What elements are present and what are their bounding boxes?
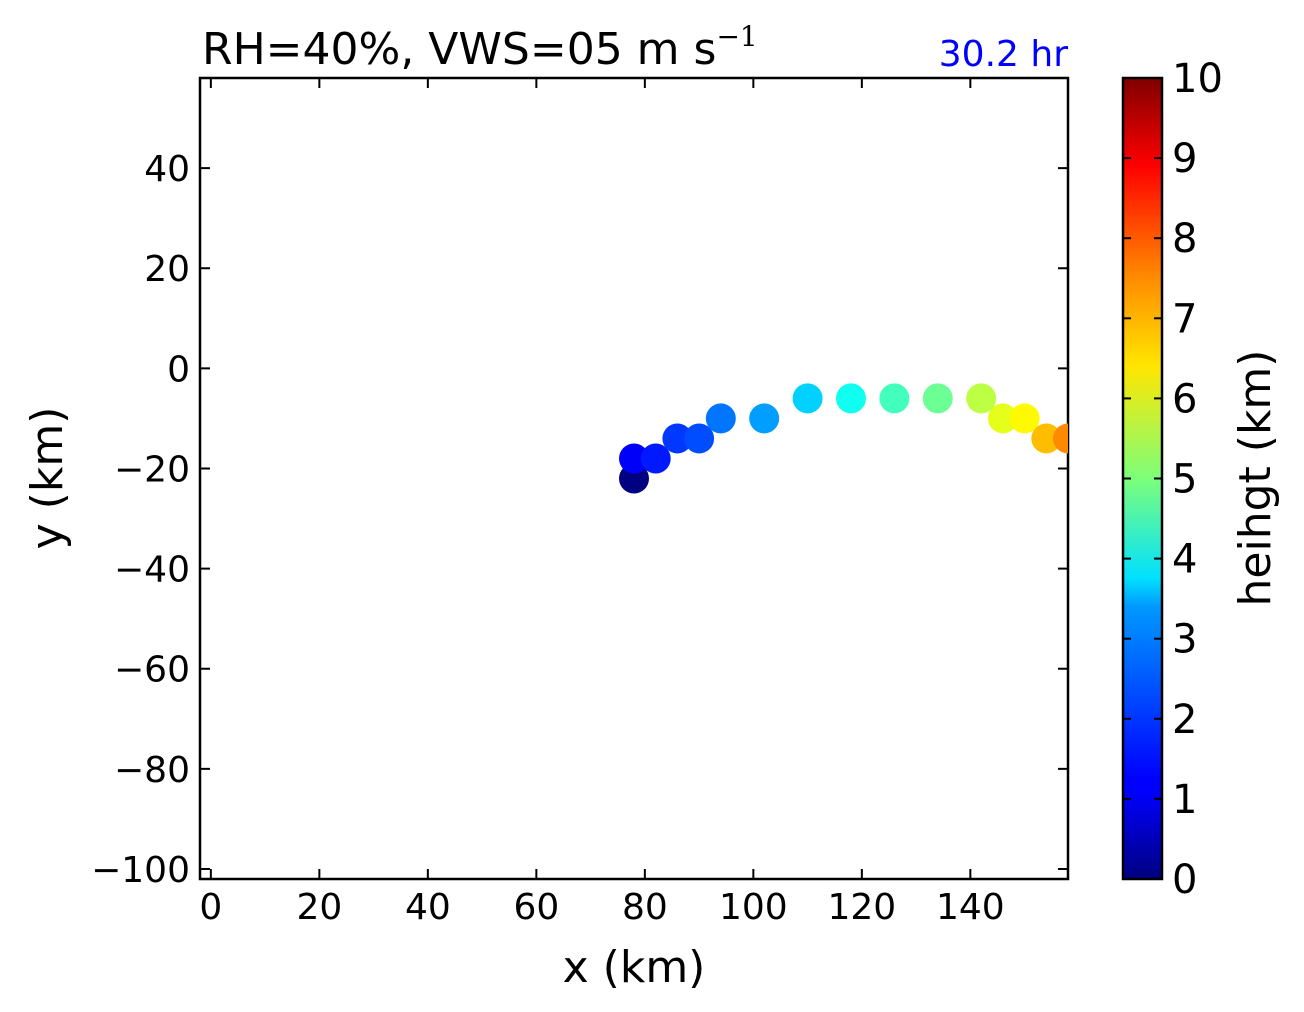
x-ticks: 0 20 40 60 80 100 120 140 [199,78,1005,928]
y-tick-label: −80 [114,750,190,791]
y-tick-label: 0 [167,349,190,390]
trajectory-point [836,383,866,414]
y-tick-label: −60 [114,650,190,691]
x-tick-label: 20 [296,887,342,928]
trajectory-point [987,403,1018,434]
y-tick-label: 40 [144,149,190,190]
x-tick-label: 0 [199,887,222,928]
colorbar-tick-label: 2 [1172,697,1197,743]
plot-area: 0 20 40 60 80 100 120 140 40 20 0 −20 −40 −60 −80 −100 [91,76,1070,928]
time-label: 30.2 hr [939,34,1068,75]
colorbar-tick-label: 0 [1172,857,1197,903]
x-tick-label: 100 [719,887,788,928]
trajectory-point [705,403,736,434]
colorbar-tick-label: 8 [1172,216,1197,262]
trajectory-point [619,443,649,474]
colorbar-tick-label: 10 [1172,56,1223,102]
trajectory-point [1031,423,1062,454]
y-ticks: 40 20 0 −20 −40 −60 −80 −100 [91,149,1068,891]
y-tick-label: 20 [144,249,190,290]
trajectory-point [684,423,715,454]
y-tick-label: −20 [114,449,190,490]
x-tick-label: 60 [513,887,559,928]
colorbar-label: heihgt (km) [1230,350,1281,607]
colorbar-tick-label: 1 [1172,777,1197,823]
colorbar-tick-label: 4 [1172,537,1197,583]
colorbar-tick-label: 7 [1172,296,1197,342]
trajectory-point [792,383,823,414]
y-tick-label: −40 [114,550,190,591]
trajectory-point [749,403,780,434]
colorbar-tick-label: 5 [1172,457,1197,503]
x-axis-label: x (km) [563,942,706,993]
colorbar-tick-label: 6 [1172,376,1197,422]
trajectory-point [922,383,953,414]
scatter-points [619,383,1068,494]
colorbar-tick-label: 3 [1172,617,1197,663]
trajectory-point [640,443,671,474]
trajectory-point [1009,403,1040,434]
colorbar-tick-label: 9 [1172,136,1197,182]
x-tick-label: 80 [622,887,668,928]
y-tick-label: −100 [91,850,190,891]
colorbar: 0 1 2 3 4 5 6 7 8 9 10 heihgt (km) [1121,56,1281,903]
x-tick-label: 120 [827,887,896,928]
trajectory-point [879,383,910,414]
chart-title: RH=40%, VWS=05 m s−1 [202,20,758,75]
x-tick-label: 40 [405,887,451,928]
trajectory-point [662,423,693,454]
y-axis-label: y (km) [22,407,73,550]
trajectory-point [1053,423,1068,454]
x-tick-label: 140 [936,887,1005,928]
colorbar-ticks: 0 1 2 3 4 5 6 7 8 9 10 [1123,56,1223,903]
trajectory-point [966,383,997,414]
